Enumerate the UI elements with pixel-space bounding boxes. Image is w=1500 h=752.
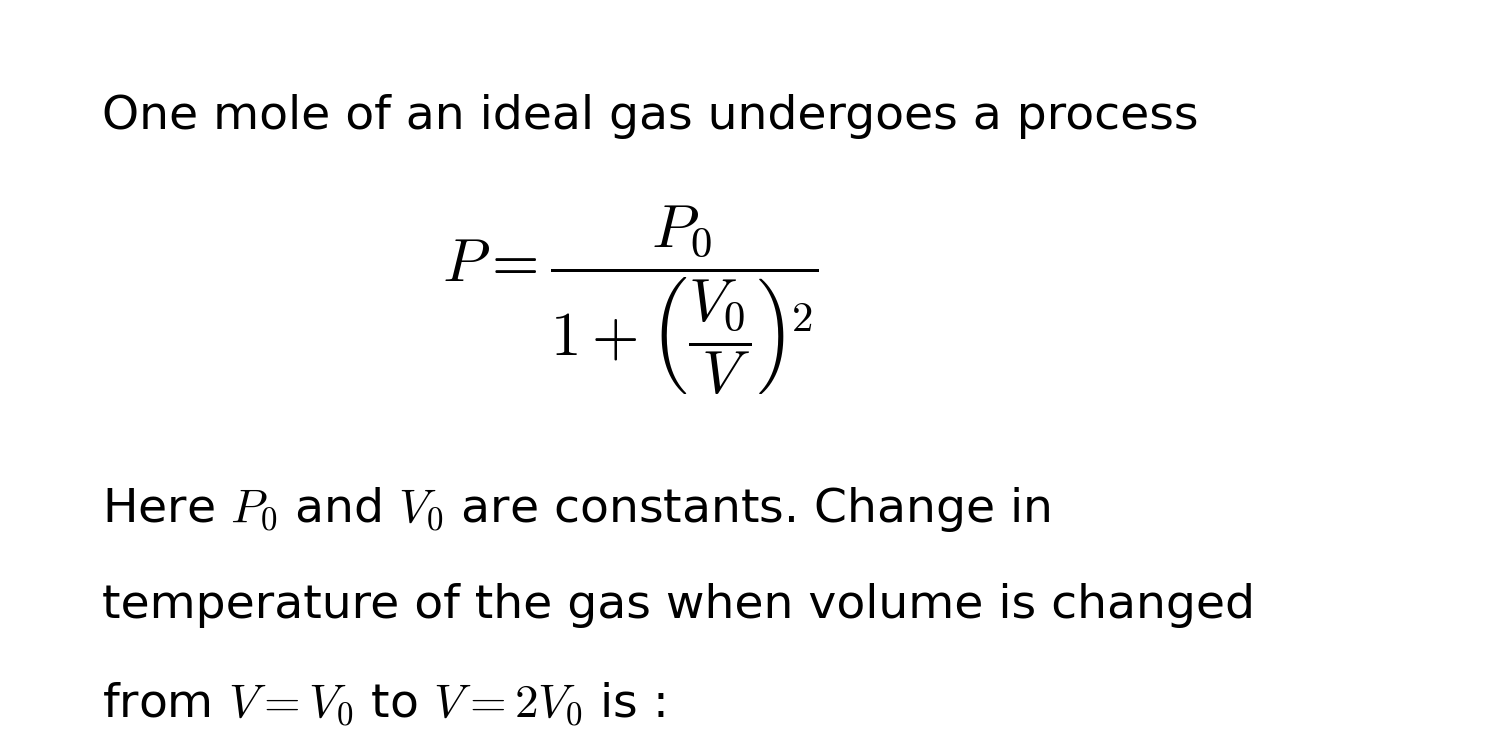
Text: temperature of the gas when volume is changed: temperature of the gas when volume is ch…: [102, 583, 1255, 628]
Text: $P = \dfrac{P_0}{1 + \left(\dfrac{V_0}{V}\right)^{\!2}}$: $P = \dfrac{P_0}{1 + \left(\dfrac{V_0}{V…: [442, 205, 818, 397]
Text: from $V = V_0$ to $V = 2V_0$ is :: from $V = V_0$ to $V = 2V_0$ is :: [102, 681, 664, 727]
Text: Here $P_0$ and $V_0$ are constants. Change in: Here $P_0$ and $V_0$ are constants. Chan…: [102, 485, 1050, 534]
Text: One mole of an ideal gas undergoes a process: One mole of an ideal gas undergoes a pro…: [102, 94, 1199, 139]
